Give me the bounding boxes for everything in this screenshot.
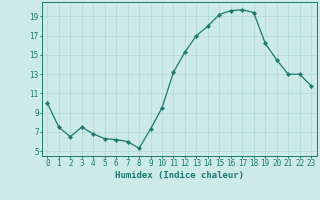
X-axis label: Humidex (Indice chaleur): Humidex (Indice chaleur)	[115, 171, 244, 180]
